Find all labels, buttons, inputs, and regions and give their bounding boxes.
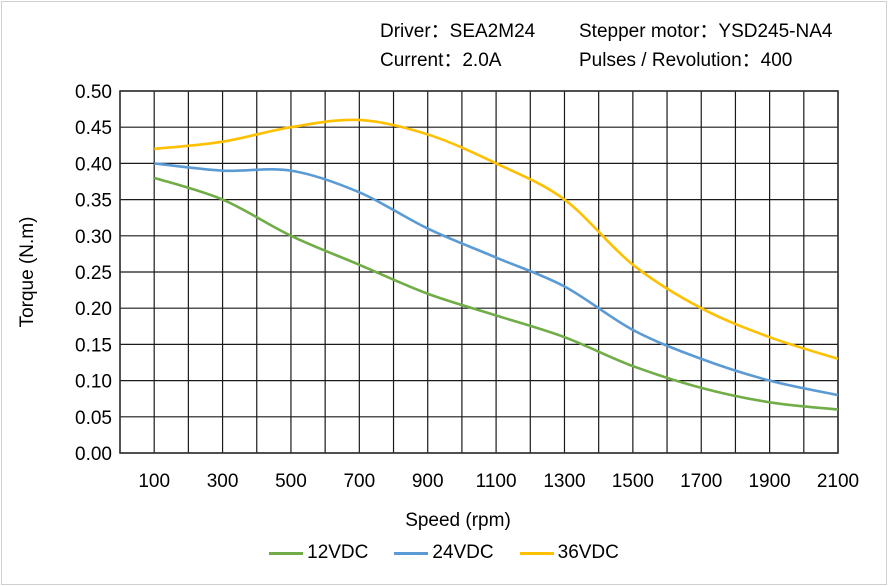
x-tick-label: 1500 <box>612 471 654 492</box>
series-line-24VDC <box>154 162 839 397</box>
y-tick-label: 0.50 <box>75 82 112 103</box>
y-tick-label: 0.00 <box>75 444 112 465</box>
x-axis-label: Speed (rpm) <box>405 510 511 531</box>
pulses-label: Pulses / Revolution：400 <box>579 50 793 71</box>
x-tick-label: 300 <box>207 471 239 492</box>
y-tick-label: 0.15 <box>75 335 112 356</box>
legend-label: 12VDC <box>307 542 369 563</box>
y-tick-label: 0.40 <box>75 154 112 175</box>
current-label: Current：2.0A <box>380 50 502 71</box>
series-line-12VDC <box>153 176 839 411</box>
x-tick-label: 1700 <box>680 471 722 492</box>
x-tick-label: 900 <box>412 471 444 492</box>
legend-item-24VDC: 24VDC <box>394 542 494 564</box>
y-tick-label: 0.30 <box>75 227 112 248</box>
legend-swatch <box>519 551 554 555</box>
x-tick-label: 2100 <box>817 471 859 492</box>
legend-swatch <box>394 551 429 555</box>
y-axis-label: Torque (N.m) <box>17 217 38 328</box>
x-tick-label: 500 <box>275 471 307 492</box>
motor-label: Stepper motor：YSD245-NA4 <box>579 21 833 42</box>
legend-item-36VDC: 36VDC <box>519 542 619 564</box>
y-tick-label: 0.20 <box>75 299 112 320</box>
series-line-36VDC <box>154 118 839 361</box>
legend-swatch <box>269 551 304 555</box>
y-tick-label: 0.35 <box>75 191 112 212</box>
y-tick-label: 0.45 <box>75 118 112 139</box>
y-tick-label: 0.25 <box>75 263 112 284</box>
plot-border <box>119 90 839 454</box>
x-tick-label: 700 <box>343 471 375 492</box>
x-tick-label: 100 <box>138 471 170 492</box>
y-tick-label: 0.05 <box>75 408 112 429</box>
y-tick-label: 0.10 <box>75 372 112 393</box>
legend-item-12VDC: 12VDC <box>269 542 368 564</box>
x-tick-label: 1100 <box>476 471 517 492</box>
x-tick-label: 1300 <box>543 471 585 492</box>
x-tick-label: 1900 <box>748 471 790 492</box>
legend-label: 36VDC <box>557 542 619 563</box>
legend-label: 24VDC <box>432 542 494 563</box>
legend: 12VDC 24VDC 36VDC <box>0 542 888 564</box>
driver-label: Driver：SEA2M24 <box>380 21 536 42</box>
